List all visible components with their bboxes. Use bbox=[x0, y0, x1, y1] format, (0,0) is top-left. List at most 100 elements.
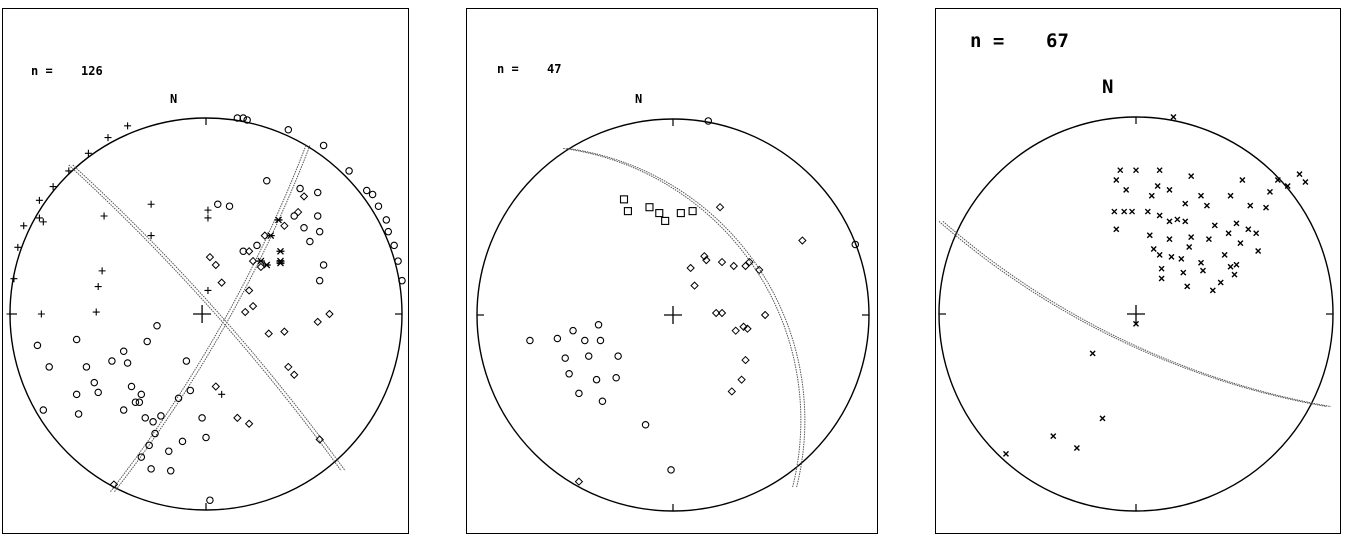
data-point-plus bbox=[14, 243, 22, 251]
data-point-plus bbox=[124, 122, 132, 130]
data-point-circle bbox=[315, 227, 324, 236]
data-point-circle bbox=[82, 363, 91, 371]
data-point-circle bbox=[127, 382, 136, 391]
data-point-diamond bbox=[717, 257, 727, 267]
great-circle-trace bbox=[563, 147, 802, 488]
data-point-diamond bbox=[325, 309, 334, 319]
data-point-circle bbox=[157, 412, 165, 420]
data-point-cross bbox=[1148, 192, 1155, 199]
data-point-circle bbox=[137, 390, 146, 399]
data-point-circle bbox=[214, 200, 222, 208]
data-point-square bbox=[688, 207, 697, 216]
data-point-cross bbox=[1274, 177, 1281, 184]
data-point-circle bbox=[526, 336, 534, 345]
data-point-cross bbox=[1178, 255, 1185, 262]
data-point-circle bbox=[394, 257, 402, 265]
data-point-diamond bbox=[280, 327, 289, 336]
data-point-circle bbox=[135, 398, 144, 406]
data-point-diamond bbox=[211, 260, 221, 270]
data-point-diamond bbox=[280, 221, 289, 231]
data-point-circle bbox=[186, 386, 195, 395]
data-point-diamond bbox=[798, 236, 807, 245]
great-circle-trace bbox=[68, 164, 342, 472]
data-point-plus bbox=[147, 232, 155, 240]
data-point-circle bbox=[149, 418, 157, 426]
data-point-cross bbox=[1225, 230, 1232, 237]
data-point-circle bbox=[300, 224, 308, 232]
n-label-1: n = bbox=[31, 64, 53, 78]
data-point-diamond bbox=[109, 480, 119, 489]
data-point-cross bbox=[1188, 234, 1195, 241]
data-point-circle bbox=[153, 322, 161, 330]
data-point-circle bbox=[72, 390, 81, 399]
data-point-cross bbox=[1133, 320, 1139, 327]
data-point-circle bbox=[592, 375, 601, 384]
data-point-diamond bbox=[264, 329, 273, 338]
data-point-circle bbox=[166, 467, 175, 475]
data-point-cross bbox=[1174, 216, 1181, 223]
data-point-diamond bbox=[574, 477, 584, 486]
data-point-diamond bbox=[248, 301, 258, 311]
data-point-cross bbox=[1239, 177, 1246, 184]
data-point-cross bbox=[1154, 182, 1161, 189]
data-point-diamond bbox=[244, 286, 254, 295]
data-point-cross bbox=[1166, 236, 1173, 243]
data-point-diamond bbox=[741, 355, 750, 365]
data-point-cross bbox=[1123, 186, 1130, 193]
data-point-circle bbox=[39, 406, 48, 414]
data-point-cross bbox=[1199, 267, 1206, 274]
data-point-circle bbox=[667, 466, 675, 474]
data-point-plus bbox=[39, 218, 47, 226]
stereonet-plot-3: n = 67 N bbox=[938, 30, 1334, 512]
data-point-square bbox=[619, 195, 629, 204]
great-circle-trace bbox=[72, 164, 346, 472]
great-circle-trace bbox=[938, 221, 1328, 408]
data-point-circle bbox=[74, 410, 83, 418]
data-point-cross bbox=[1221, 251, 1228, 258]
data-point-star bbox=[262, 261, 271, 269]
data-point-diamond bbox=[715, 202, 725, 212]
data-point-cross bbox=[1156, 251, 1163, 258]
data-point-cross bbox=[1166, 186, 1173, 193]
data-point-star bbox=[276, 247, 285, 255]
data-point-plus bbox=[35, 214, 43, 222]
data-point-cross bbox=[1133, 167, 1139, 174]
data-point-square bbox=[676, 209, 685, 218]
data-point-cross bbox=[1255, 247, 1262, 254]
data-point-plus bbox=[20, 222, 28, 230]
data-point-plus bbox=[84, 149, 92, 157]
data-point-cross bbox=[1227, 192, 1234, 199]
data-point-circle bbox=[390, 241, 398, 250]
data-point-circle bbox=[614, 352, 622, 360]
data-point-cross bbox=[1117, 167, 1124, 174]
data-point-cross bbox=[1050, 433, 1057, 440]
great-circle-trace bbox=[109, 145, 307, 493]
primitive-circle-1 bbox=[6, 114, 406, 511]
data-point-cross bbox=[1231, 271, 1238, 278]
data-point-cross bbox=[1266, 188, 1273, 195]
data-point-cross bbox=[1150, 245, 1157, 252]
n-label-2: n = bbox=[497, 62, 519, 76]
data-point-diamond bbox=[289, 370, 299, 379]
data-point-plus bbox=[204, 286, 212, 294]
data-point-cross bbox=[1113, 226, 1120, 233]
data-point-diamond bbox=[711, 308, 721, 318]
data-point-circle bbox=[561, 354, 569, 362]
data-point-plus bbox=[49, 183, 57, 191]
data-point-plus bbox=[204, 214, 212, 222]
stereonet-panel-2: n = 47 N bbox=[466, 8, 878, 534]
data-point-diamond bbox=[745, 257, 754, 267]
data-point-circle bbox=[137, 453, 146, 461]
data-point-circle bbox=[345, 167, 353, 175]
data-point-circle bbox=[553, 334, 562, 343]
data-point-circle bbox=[239, 247, 247, 256]
data-point-cross bbox=[1121, 208, 1128, 215]
primitive-circle-3 bbox=[938, 114, 1334, 512]
data-point-cross bbox=[1002, 450, 1009, 457]
data-point-plus bbox=[104, 134, 112, 142]
stereonet-panel-1: n = 126 N bbox=[2, 8, 409, 534]
data-point-diamond bbox=[244, 419, 254, 428]
great-circle-trace bbox=[942, 221, 1332, 408]
data-point-circle bbox=[33, 341, 42, 350]
data-point-circle bbox=[313, 212, 322, 220]
